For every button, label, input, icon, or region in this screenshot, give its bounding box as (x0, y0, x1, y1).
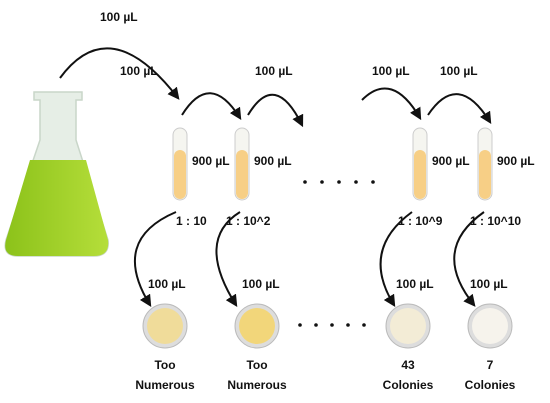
dilution-label: 1 : 10 (176, 214, 207, 228)
result-label: Numerous (227, 378, 287, 392)
dilution-label: 1 : 10^10 (470, 214, 521, 228)
diluent-label: 900 µL (192, 154, 230, 168)
tube-liquid (414, 150, 426, 199)
diluent-label: 900 µL (497, 154, 535, 168)
arrow (59, 47, 180, 100)
arrow (427, 93, 492, 125)
plate-transfer-label: 100 µL (148, 277, 186, 291)
transfer-label: 100 µL (120, 64, 158, 78)
ellipsis (298, 180, 375, 327)
flask (4, 91, 109, 257)
arrow (379, 211, 413, 308)
tube-liquid (236, 150, 248, 199)
result-label: 7 (487, 358, 494, 372)
plate-agar (390, 308, 426, 344)
arrow (247, 93, 304, 128)
plate-agar (472, 308, 508, 344)
result-label: Too (154, 358, 175, 372)
diluent-label: 900 µL (432, 154, 470, 168)
tube-liquid (174, 150, 186, 199)
plate-transfer-label: 100 µL (242, 277, 280, 291)
arrow (215, 211, 241, 308)
arrow (453, 211, 485, 307)
result-label: Too (246, 358, 267, 372)
arrow (181, 92, 242, 121)
transfer-label: 100 µL (372, 64, 410, 78)
plate-agar (147, 308, 183, 344)
result-label: Numerous (135, 378, 195, 392)
dilution-label: 1 : 10^2 (226, 214, 271, 228)
plate-transfer-label: 100 µL (470, 277, 508, 291)
result-label: 43 (401, 358, 415, 372)
arrow (361, 87, 422, 121)
plate-agar (239, 308, 275, 344)
diluent-label: 900 µL (254, 154, 292, 168)
arrow (134, 211, 177, 308)
plate-transfer-label: 100 µL (396, 277, 434, 291)
transfer-label: 100 µL (440, 64, 478, 78)
transfer-label: 100 µL (255, 64, 293, 78)
dilution-label: 1 : 10^9 (398, 214, 443, 228)
tube-liquid (479, 150, 491, 199)
result-label: Colonies (465, 378, 516, 392)
result-label: Colonies (383, 378, 434, 392)
transfer-label: 100 µL (100, 10, 138, 24)
